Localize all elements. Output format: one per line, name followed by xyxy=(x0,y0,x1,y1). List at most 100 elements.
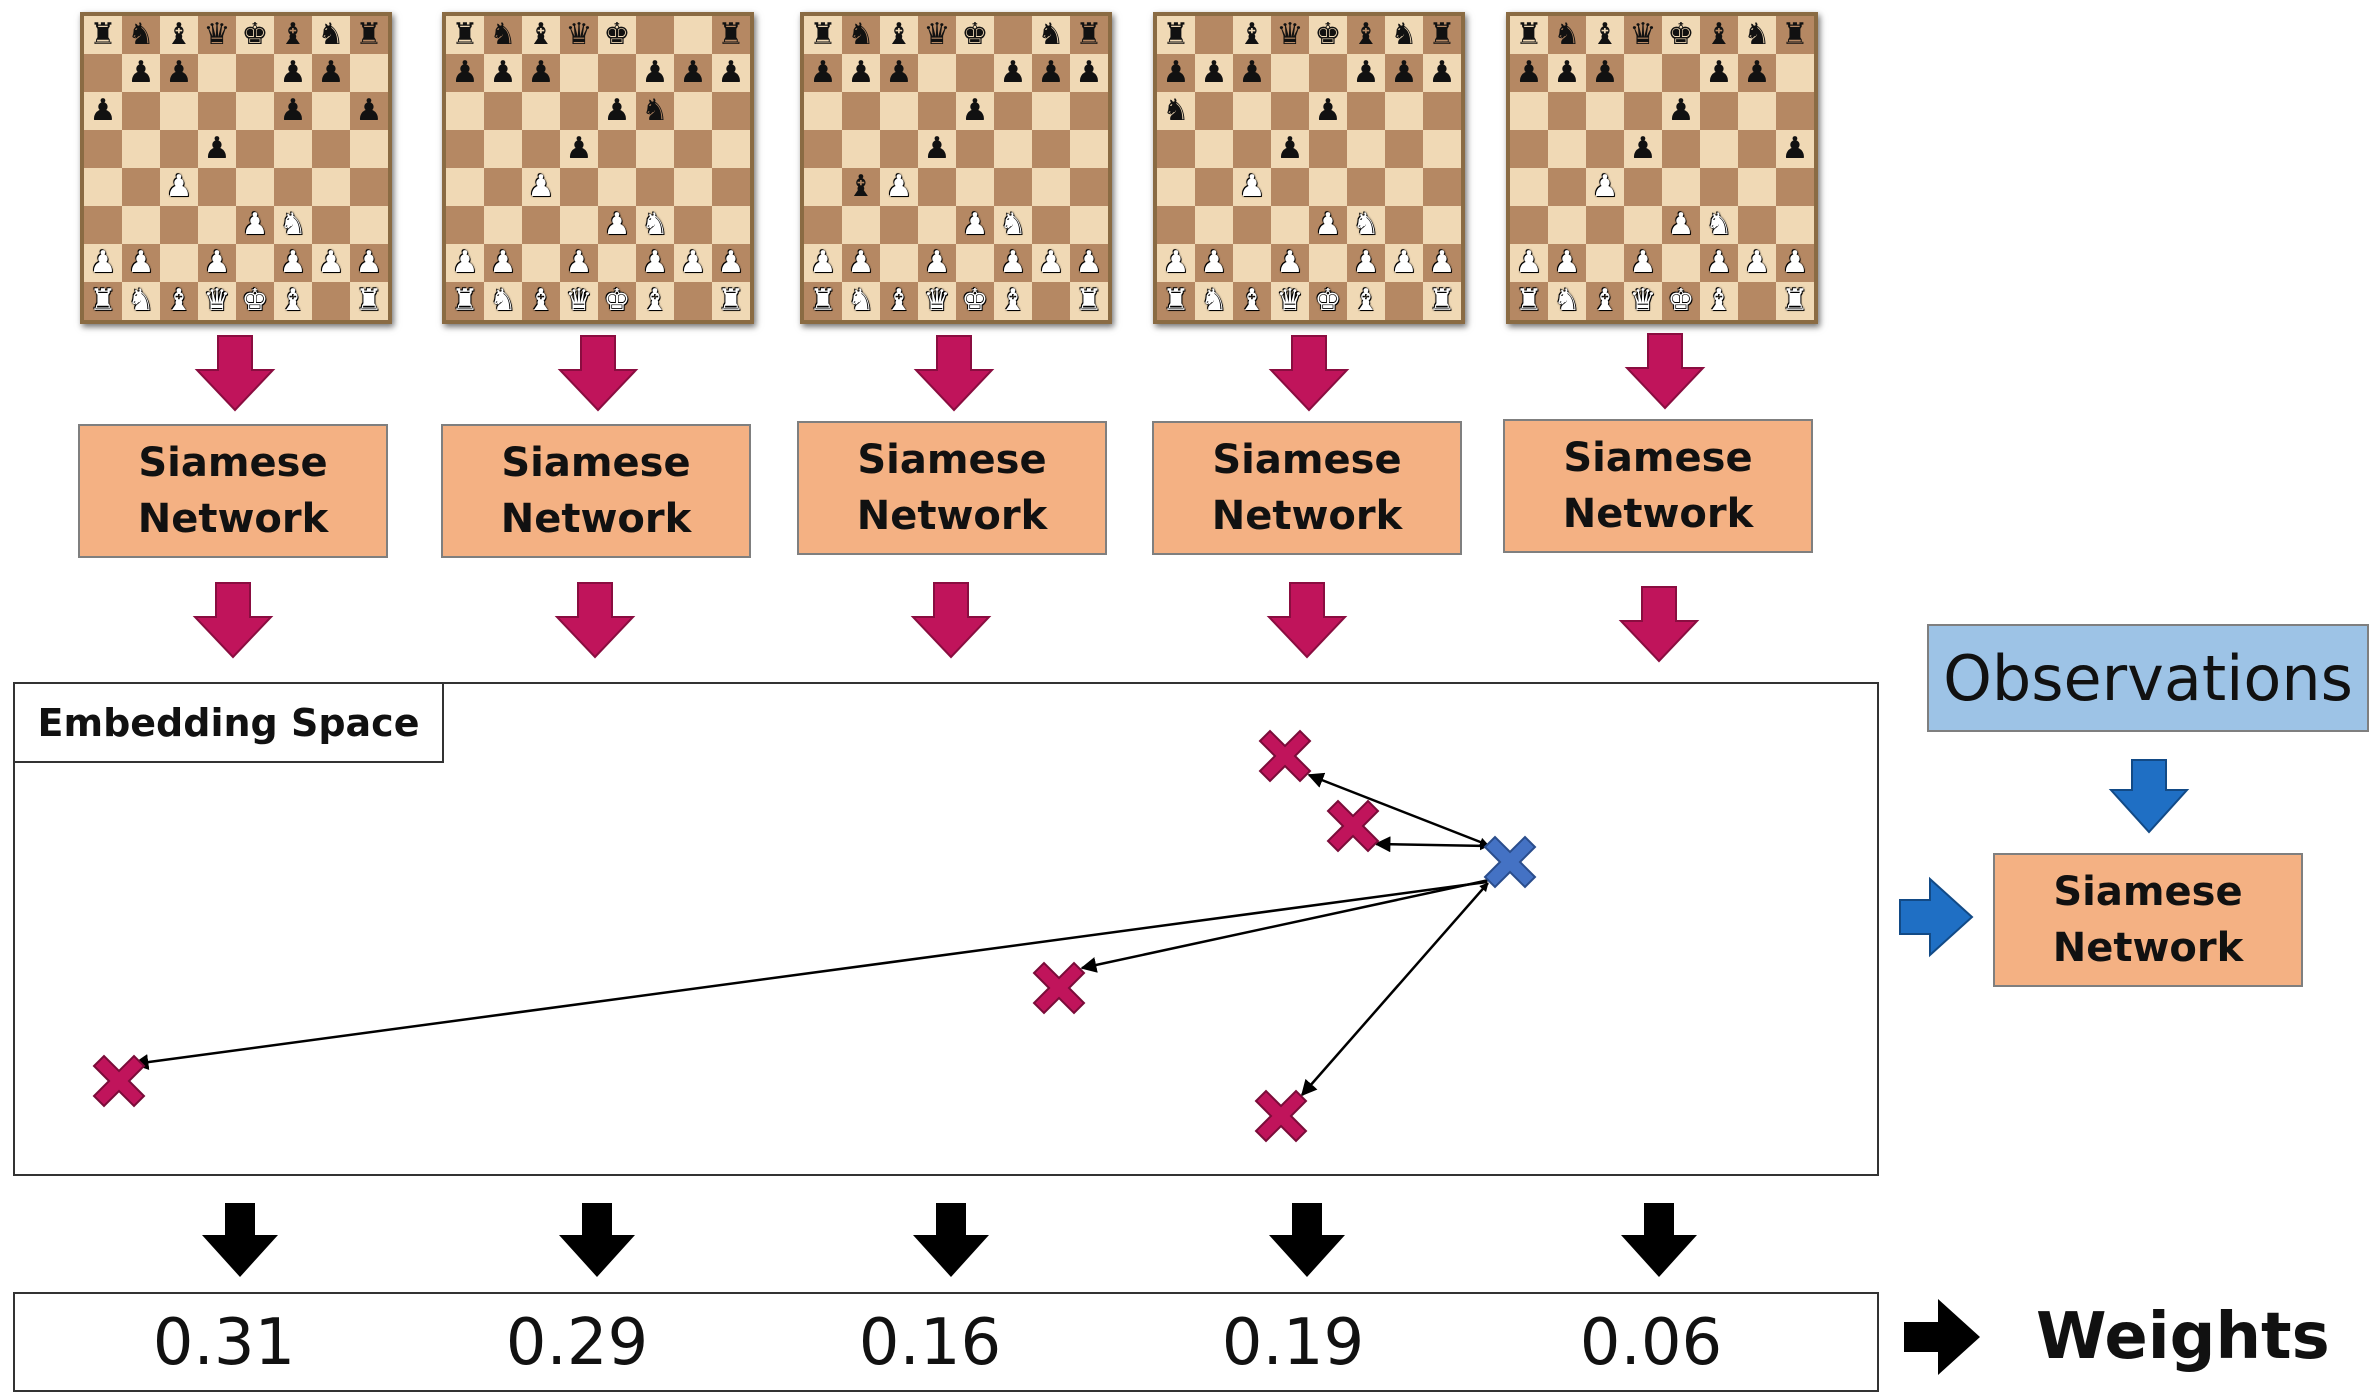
board-square xyxy=(804,206,842,244)
board-square: ♟ xyxy=(484,54,522,92)
board-square: ♟ xyxy=(1624,130,1662,168)
board-square: ♟ xyxy=(804,54,842,92)
board-square xyxy=(674,206,712,244)
board-square xyxy=(1586,206,1624,244)
black-bishop-icon: ♝ xyxy=(1352,17,1380,52)
board-square xyxy=(1032,282,1070,320)
black-pawn-icon: ♟ xyxy=(923,131,951,166)
board-square: ♞ xyxy=(1548,282,1586,320)
board-square: ♟ xyxy=(918,244,956,282)
board-square: ♟ xyxy=(1662,92,1700,130)
board-square: ♟ xyxy=(842,54,880,92)
board-square: ♚ xyxy=(236,282,274,320)
board-square: ♟ xyxy=(712,54,750,92)
siamese-network-box-5: Siamese Network xyxy=(1503,419,1813,553)
board-square: ♝ xyxy=(880,282,918,320)
white-pawn-icon: ♟ xyxy=(847,245,875,280)
board-square xyxy=(1070,92,1108,130)
board-square: ♟ xyxy=(1738,244,1776,282)
board-square: ♟ xyxy=(674,54,712,92)
white-king-icon: ♚ xyxy=(1314,283,1342,318)
white-pawn-icon: ♟ xyxy=(165,169,193,204)
board-square: ♟ xyxy=(1347,244,1385,282)
board-square: ♜ xyxy=(350,282,388,320)
board-square xyxy=(1510,168,1548,206)
board-square: ♜ xyxy=(1776,16,1814,54)
black-rook-icon: ♜ xyxy=(717,17,745,52)
white-pawn-icon: ♟ xyxy=(203,245,231,280)
white-pawn-icon: ♟ xyxy=(1781,245,1809,280)
board-square xyxy=(274,130,312,168)
siamese-label-line1: Siamese xyxy=(501,440,691,486)
siamese-label-line1: Siamese xyxy=(2053,869,2243,915)
board-square xyxy=(350,130,388,168)
white-pawn-icon: ♟ xyxy=(1705,245,1733,280)
black-queen-icon: ♛ xyxy=(923,17,951,52)
white-bishop-icon: ♝ xyxy=(1705,283,1733,318)
board-square: ♟ xyxy=(122,54,160,92)
white-rook-icon: ♜ xyxy=(1075,283,1103,318)
board-square xyxy=(994,130,1032,168)
black-pawn-icon: ♟ xyxy=(847,55,875,90)
siamese-network-box-1: Siamese Network xyxy=(78,424,388,558)
board-square xyxy=(1271,54,1309,92)
white-pawn-icon: ♟ xyxy=(1667,207,1695,242)
board-square xyxy=(1032,92,1070,130)
board-square: ♟ xyxy=(1157,244,1195,282)
board-square: ♝ xyxy=(160,282,198,320)
black-pawn-icon: ♟ xyxy=(89,93,117,128)
board-square: ♟ xyxy=(1233,168,1271,206)
board-square: ♞ xyxy=(842,16,880,54)
black-king-icon: ♚ xyxy=(241,17,269,52)
board-square: ♜ xyxy=(804,16,842,54)
board-square xyxy=(674,16,712,54)
black-knight-icon: ♞ xyxy=(1162,93,1190,128)
board-square: ♟ xyxy=(994,54,1032,92)
white-king-icon: ♚ xyxy=(1667,283,1695,318)
distance-line xyxy=(1080,878,1490,973)
arrow-right-black-icon xyxy=(1904,1299,1980,1375)
board-square: ♟ xyxy=(560,130,598,168)
board-square xyxy=(446,206,484,244)
board-square: ♟ xyxy=(1032,54,1070,92)
black-pawn-icon: ♟ xyxy=(1667,93,1695,128)
white-rook-icon: ♜ xyxy=(89,283,117,318)
board-square: ♞ xyxy=(484,282,522,320)
board-square: ♟ xyxy=(274,92,312,130)
arrow-down-magenta-icon xyxy=(1268,335,1350,412)
board-square xyxy=(160,130,198,168)
board-square xyxy=(522,92,560,130)
black-knight-icon: ♞ xyxy=(1390,17,1418,52)
board-square xyxy=(1548,92,1586,130)
board-square: ♟ xyxy=(956,92,994,130)
board-square xyxy=(880,92,918,130)
black-pawn-icon: ♟ xyxy=(165,55,193,90)
board-square xyxy=(918,54,956,92)
board-square: ♛ xyxy=(918,282,956,320)
board-square: ♜ xyxy=(1070,282,1108,320)
siamese-label-line2: Network xyxy=(1562,491,1754,537)
board-square xyxy=(1070,168,1108,206)
white-king-icon: ♚ xyxy=(241,283,269,318)
board-square: ♝ xyxy=(1233,16,1271,54)
board-square: ♚ xyxy=(1662,282,1700,320)
board-square xyxy=(1385,168,1423,206)
board-square xyxy=(994,16,1032,54)
board-square xyxy=(1548,168,1586,206)
board-square xyxy=(1624,54,1662,92)
black-bishop-icon: ♝ xyxy=(847,169,875,204)
black-rook-icon: ♜ xyxy=(451,17,479,52)
board-square: ♜ xyxy=(804,282,842,320)
board-square: ♞ xyxy=(122,16,160,54)
black-pawn-icon: ♟ xyxy=(489,55,517,90)
board-square: ♟ xyxy=(484,244,522,282)
board-square: ♝ xyxy=(636,282,674,320)
board-square xyxy=(1385,282,1423,320)
white-rook-icon: ♜ xyxy=(809,283,837,318)
board-square: ♞ xyxy=(994,206,1032,244)
board-square xyxy=(1233,206,1271,244)
board-square: ♟ xyxy=(1586,168,1624,206)
board-square xyxy=(1347,168,1385,206)
black-pawn-icon: ♟ xyxy=(279,93,307,128)
board-square xyxy=(1586,244,1624,282)
